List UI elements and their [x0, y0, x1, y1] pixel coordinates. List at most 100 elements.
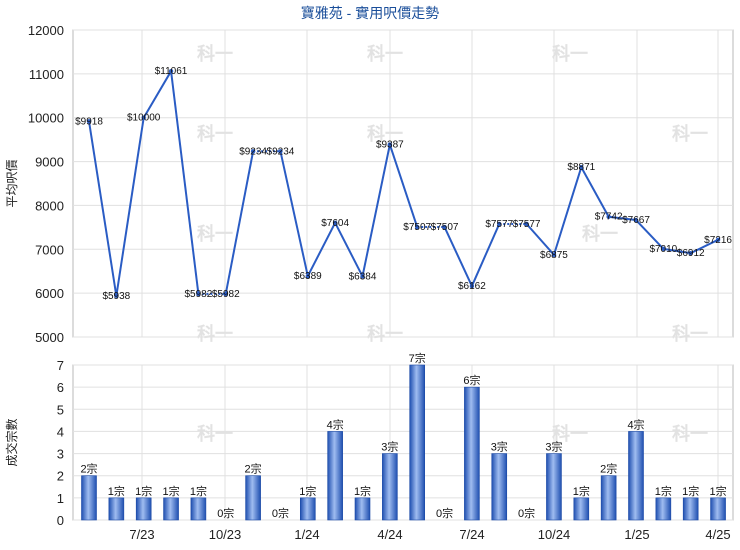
count-bar	[682, 497, 699, 521]
count-axis-label: 成交宗數	[4, 418, 19, 466]
price-tick-label: 10000	[28, 111, 64, 126]
price-tick-label: 12000	[28, 23, 64, 38]
price-point	[524, 221, 529, 227]
price-point	[551, 252, 557, 257]
watermark-text: 科一	[582, 223, 618, 244]
count-bar	[600, 475, 617, 521]
price-axis-label: 平均呎價	[5, 159, 19, 207]
count-bar	[573, 497, 590, 521]
count-bar	[81, 475, 97, 521]
watermark-text: 科一	[197, 223, 233, 244]
price-point-label: $9918	[75, 116, 103, 127]
price-point-label: $6912	[677, 248, 705, 259]
count-bar-label: 6宗	[463, 373, 480, 387]
watermark-text: 科一	[367, 43, 403, 64]
count-bar	[135, 497, 152, 521]
count-bar-label: 4宗	[327, 417, 344, 431]
count-bar-label: 2宗	[245, 462, 262, 476]
x-tick-label: 10/24	[538, 527, 571, 542]
price-point	[141, 115, 146, 120]
count-bar	[245, 475, 261, 521]
count-bar-label: 1宗	[655, 484, 672, 498]
count-bar	[163, 497, 179, 521]
count-tick-label: 4	[57, 424, 64, 439]
price-point	[168, 68, 174, 74]
count-bar	[382, 453, 398, 521]
price-line-segment	[388, 144, 419, 228]
price-tick-label: 9000	[35, 155, 64, 170]
price-point-label: $5982	[184, 289, 212, 300]
price-line-segment	[580, 166, 610, 218]
price-point	[415, 224, 420, 230]
count-bar-label: 3宗	[381, 440, 398, 454]
count-bar	[464, 386, 480, 521]
price-point-label: $5982	[212, 289, 240, 300]
price-tick-label: 11000	[29, 67, 64, 82]
count-bar-label: 1宗	[135, 484, 152, 498]
price-point-label: $9234	[239, 146, 267, 157]
price-line-segment	[552, 166, 583, 256]
price-point-label: $5938	[102, 291, 130, 302]
watermark-text: 科一	[367, 323, 403, 344]
count-tick-label: 1	[57, 491, 64, 506]
price-point	[360, 274, 365, 279]
price-line-segment	[635, 219, 665, 250]
count-bar-label: 1宗	[190, 484, 207, 498]
count-bar-label: 1宗	[709, 484, 726, 498]
price-tick-label: 5000	[35, 330, 64, 345]
count-bar-label: 1宗	[682, 484, 699, 498]
chart-title: 寶雅苑 - 實用呎價走勢	[301, 5, 439, 21]
price-line-segment	[608, 215, 637, 222]
price-point	[606, 214, 611, 219]
count-bar	[108, 497, 125, 521]
count-bar-label: 0宗	[272, 506, 289, 520]
price-point-label: $9387	[376, 140, 404, 151]
price-point-label: $7216	[704, 235, 732, 246]
x-tick-label: 4/25	[705, 527, 730, 542]
x-tick-label: 7/23	[129, 527, 154, 542]
price-point	[387, 142, 393, 147]
count-bar-label: 3宗	[545, 440, 562, 454]
count-tick-label: 7	[57, 358, 64, 373]
price-line-segment	[224, 151, 255, 295]
count-bar	[491, 453, 508, 521]
count-bar-label: 1宗	[162, 484, 179, 498]
price-line-segment	[663, 247, 691, 255]
price-line-segment	[306, 222, 337, 277]
x-tick-label: 7/24	[459, 527, 484, 542]
price-point-label: $6384	[349, 271, 377, 282]
count-bar-label: 1宗	[108, 484, 125, 498]
price-point-label: $6389	[294, 271, 322, 282]
x-tick-label: 10/23	[209, 527, 242, 542]
price-line-segment	[443, 226, 473, 287]
price-point	[250, 149, 256, 154]
price-point	[442, 224, 447, 230]
count-bar	[546, 453, 562, 521]
count-bar-label: 1宗	[573, 484, 590, 498]
count-bar-label: 1宗	[354, 484, 371, 498]
watermark-text: 科一	[672, 123, 708, 144]
x-tick-label: 1/24	[294, 527, 319, 542]
price-line-segment	[470, 223, 501, 287]
price-line-segment	[115, 117, 145, 297]
price-point	[633, 217, 639, 223]
count-tick-label: 5	[57, 402, 64, 417]
price-line-segment	[88, 121, 118, 297]
price-tick-label: 8000	[35, 198, 64, 213]
price-point-label: $7577	[485, 219, 513, 230]
price-point	[661, 246, 666, 252]
price-point-label: $8871	[567, 162, 595, 173]
count-bar-label: 2宗	[80, 462, 97, 476]
count-bar-label: 0宗	[518, 506, 535, 520]
price-point	[86, 119, 92, 124]
watermark-text: 科一	[197, 423, 233, 444]
count-bar-label: 4宗	[627, 417, 644, 431]
price-point-label: $10000	[127, 113, 161, 124]
count-bar-label: 1宗	[299, 484, 316, 498]
watermark-text: 科一	[552, 43, 588, 64]
price-line-segment	[361, 144, 391, 277]
watermark-text: 科一	[672, 323, 708, 344]
price-point-label: $11061	[155, 66, 188, 77]
watermark-text: 科一	[197, 123, 233, 144]
count-bar-label: 2宗	[600, 462, 617, 476]
